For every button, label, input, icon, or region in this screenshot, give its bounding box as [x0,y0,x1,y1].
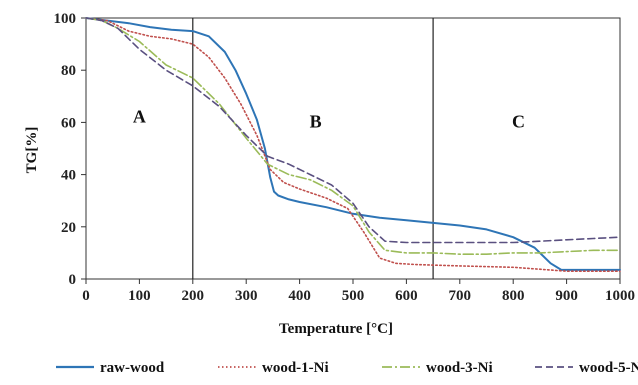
y-axis-title: TG[%] [24,127,40,174]
y-tick-label: 100 [54,11,77,27]
series-line-raw-wood [85,17,621,271]
legend-label-wood-3-Ni: wood-3-Ni [426,360,493,376]
x-tick-label: 300 [235,288,258,304]
legend: raw-wood wood-1-Ni wood-3-Ni wood-5-Ni [56,360,638,376]
region-labels: A B C [133,106,525,131]
x-tick-label: 100 [128,288,151,304]
x-tick-label: 1000 [605,288,635,304]
x-tick-label: 0 [82,288,90,304]
y-tick-label: 0 [69,272,77,288]
x-tick-label: 700 [449,288,472,304]
y-axis-ticks: 0 20 40 60 80 100 [54,11,86,288]
x-tick-label: 800 [502,288,525,304]
region-label-B: B [310,112,322,132]
y-tick-label: 40 [61,168,76,184]
region-dividers [192,18,434,279]
series-line-wood-1-Ni [85,17,621,273]
region-label-A: A [133,106,146,126]
x-tick-label: 400 [288,288,311,304]
x-tick-label: 500 [342,288,365,304]
series-line-wood-5-Ni [85,17,621,244]
y-tick-label: 60 [61,115,76,131]
x-axis-ticks: 0 100 200 300 400 500 600 700 800 900 1000 [82,279,635,304]
x-tick-label: 200 [182,288,205,304]
x-tick-label: 900 [555,288,578,304]
plot-frame [85,17,621,280]
legend-label-raw-wood: raw-wood [100,360,165,376]
series-layer [85,17,621,273]
x-axis-title: Temperature [°C] [279,321,393,337]
y-tick-label: 80 [61,63,76,79]
legend-label-wood-1-Ni: wood-1-Ni [262,360,329,376]
x-tick-label: 600 [395,288,418,304]
region-label-C: C [512,112,525,132]
series-line-wood-3-Ni [85,17,621,255]
legend-label-wood-5-Ni: wood-5-Ni [579,360,638,376]
plot-border [85,17,621,280]
y-tick-label: 20 [61,220,76,236]
